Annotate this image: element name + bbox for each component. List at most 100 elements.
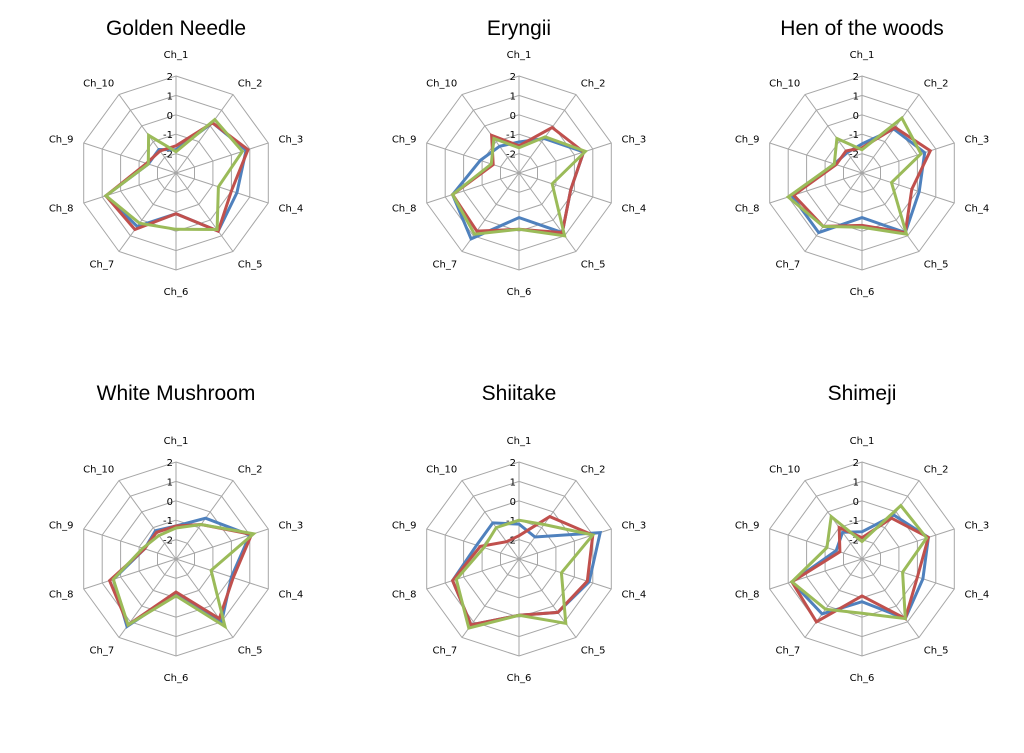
series-line-2 (791, 125, 933, 235)
axis-spoke (175, 142, 269, 174)
category-label: Ch_9 (392, 134, 417, 145)
tick-label: 0 (510, 111, 516, 122)
axis-spoke (518, 172, 577, 252)
category-label: Ch_2 (238, 78, 263, 89)
category-label: Ch_1 (164, 436, 189, 447)
category-label: Ch_2 (581, 78, 606, 89)
category-label: Ch_4 (965, 590, 990, 601)
category-label: Ch_7 (433, 260, 458, 271)
tick-label: 0 (167, 111, 173, 122)
axis-spoke (426, 558, 520, 590)
category-label: Ch_4 (965, 204, 990, 215)
category-label: Ch_7 (776, 260, 801, 271)
axis-spoke (83, 528, 177, 560)
category-label: Ch_9 (49, 134, 74, 145)
category-label: Ch_8 (392, 590, 417, 601)
axis-spoke (518, 142, 612, 174)
category-label: Ch_2 (581, 464, 606, 475)
tick-label: 0 (853, 497, 859, 508)
category-label: Ch_8 (49, 204, 74, 215)
tick-label: 0 (167, 497, 173, 508)
series-line-2 (103, 120, 250, 234)
axis-spoke (426, 142, 520, 174)
axis-spoke (518, 558, 612, 590)
tick-label: 2 (853, 458, 859, 469)
series-line-3 (785, 115, 923, 237)
tick-label: 2 (510, 458, 516, 469)
category-label: Ch_4 (279, 590, 304, 601)
category-label: Ch_3 (279, 520, 304, 531)
tick-label: -1 (506, 130, 516, 141)
category-label: Ch_3 (965, 134, 990, 145)
series-line-2 (789, 516, 931, 624)
axis-spoke (118, 480, 177, 560)
radar-chart-4: White Mushroom 2 1 0 -1 -2 Ch_1 Ch_2 Ch_3 Ch_4 Ch_… (49, 382, 303, 684)
axis-spoke (769, 558, 863, 590)
axis-spoke (83, 142, 177, 174)
axis-spoke (861, 172, 920, 252)
category-label: Ch_1 (507, 50, 532, 61)
category-label: Ch_5 (581, 646, 606, 657)
category-label: Ch_10 (426, 464, 457, 475)
chart-title: Eryngii (487, 17, 551, 40)
tick-label: -2 (163, 150, 173, 161)
category-label: Ch_8 (392, 204, 417, 215)
radar-chart-3: Hen of the woods 2 1 0 -1 -2 Ch_1 Ch_2 Ch_3 Ch_4 C… (735, 17, 989, 298)
category-label: Ch_3 (965, 520, 990, 531)
category-label: Ch_5 (924, 260, 949, 271)
tick-label: -2 (506, 150, 516, 161)
category-label: Ch_7 (776, 646, 801, 657)
category-label: Ch_9 (735, 520, 760, 531)
axis-spoke (426, 528, 520, 560)
axis-spoke (804, 558, 863, 638)
chart-title: Shimeji (828, 382, 897, 405)
radar-chart-1: Golden Needle 2 1 0 -1 -2 Ch_1 Ch_2 Ch_3 Ch_4 Ch_5… (49, 17, 303, 298)
category-label: Ch_1 (507, 436, 532, 447)
tick-label: 2 (853, 72, 859, 83)
axis-spoke (861, 528, 955, 560)
axis-spoke (518, 94, 577, 174)
category-label: Ch_4 (279, 204, 304, 215)
radar-chart-2: Eryngii 2 1 0 -1 -2 Ch_1 Ch_2 Ch_3 Ch_4 Ch_5 Ch_6 Ch… (392, 17, 646, 298)
series-line-3 (450, 135, 589, 238)
series-line-3 (454, 518, 596, 630)
category-label: Ch_1 (850, 436, 875, 447)
category-label: Ch_3 (622, 520, 647, 531)
category-label: Ch_10 (769, 464, 800, 475)
tick-label: -2 (849, 150, 859, 161)
series-line-3 (111, 522, 257, 630)
category-label: Ch_6 (507, 673, 532, 684)
tick-label: -2 (849, 536, 859, 547)
chart-title: White Mushroom (97, 382, 256, 405)
axis-spoke (175, 94, 234, 174)
radar-chart-5: Shiitake210-1-2Ch_1Ch_2Ch_3Ch_4Ch_5Ch_6C… (392, 382, 646, 684)
tick-label: 0 (853, 111, 859, 122)
tick-label: 1 (167, 477, 173, 488)
category-label: Ch_3 (279, 134, 304, 145)
category-label: Ch_9 (392, 520, 417, 531)
axis-spoke (861, 558, 920, 638)
axis-spoke (769, 142, 863, 174)
category-label: Ch_10 (426, 78, 457, 89)
axis-spoke (518, 172, 612, 204)
category-label: Ch_6 (850, 673, 875, 684)
axis-spoke (83, 558, 177, 590)
axis-spoke (804, 94, 863, 174)
axis-spoke (461, 480, 520, 560)
category-label: Ch_5 (581, 260, 606, 271)
category-label: Ch_9 (49, 520, 74, 531)
chart-title: Shiitake (482, 382, 557, 405)
axis-spoke (861, 558, 955, 590)
category-label: Ch_4 (622, 204, 647, 215)
category-label: Ch_6 (164, 287, 189, 298)
category-label: Ch_7 (90, 260, 115, 271)
series-line-2 (450, 514, 595, 627)
axis-spoke (175, 172, 234, 252)
axis-spoke (861, 172, 955, 204)
category-label: Ch_6 (507, 287, 532, 298)
tick-label: 2 (167, 72, 173, 83)
chart-title: Hen of the woods (780, 17, 943, 40)
axis-spoke (175, 172, 269, 204)
category-label: Ch_3 (622, 134, 647, 145)
tick-label: 1 (510, 91, 516, 102)
